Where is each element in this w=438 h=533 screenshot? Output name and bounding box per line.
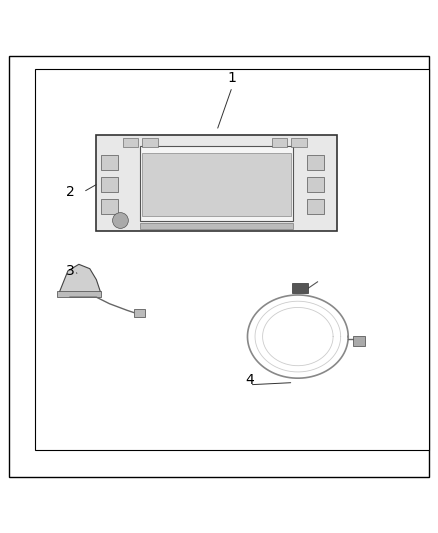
Text: 1: 1 bbox=[228, 71, 237, 85]
Bar bbox=[35, 69, 429, 450]
Bar bbox=[140, 146, 293, 221]
Bar bbox=[101, 177, 118, 192]
Bar bbox=[307, 155, 324, 170]
Bar bbox=[123, 138, 138, 147]
Bar bbox=[272, 138, 287, 147]
Polygon shape bbox=[59, 264, 101, 293]
Bar bbox=[353, 336, 365, 346]
Bar bbox=[96, 135, 337, 231]
Bar bbox=[292, 283, 308, 293]
Bar bbox=[140, 223, 293, 229]
Text: 4: 4 bbox=[245, 374, 254, 387]
Circle shape bbox=[113, 213, 128, 229]
Bar bbox=[134, 310, 145, 317]
Bar bbox=[57, 290, 101, 297]
Bar bbox=[101, 155, 118, 170]
Bar bbox=[142, 152, 291, 216]
Text: 2: 2 bbox=[66, 185, 74, 199]
Text: 3: 3 bbox=[66, 264, 74, 278]
Bar bbox=[142, 138, 158, 147]
Bar bbox=[307, 199, 324, 214]
Bar bbox=[101, 199, 118, 214]
Bar bbox=[291, 138, 307, 147]
Bar bbox=[307, 177, 324, 192]
